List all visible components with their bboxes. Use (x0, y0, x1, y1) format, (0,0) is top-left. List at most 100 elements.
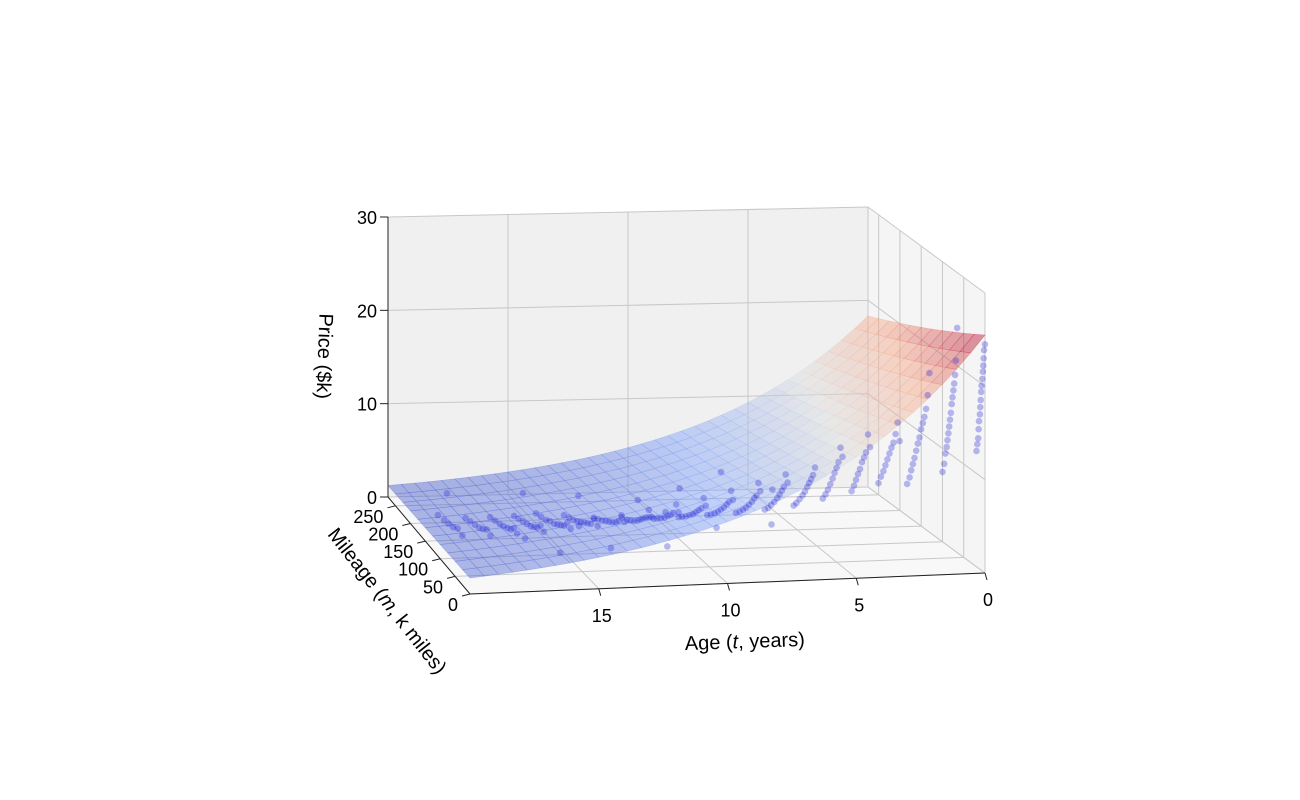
data-point (672, 501, 680, 508)
fitted-surface (387, 315, 986, 579)
surface-patch (487, 527, 511, 539)
data-point (560, 511, 568, 519)
surface-patch (465, 521, 489, 532)
surface-patch (452, 522, 475, 534)
data-point (675, 513, 682, 521)
surface-patch (854, 315, 880, 332)
data-point (475, 524, 483, 531)
surface-patch (603, 496, 628, 508)
data-point (725, 498, 733, 506)
data-point (661, 514, 668, 521)
data-point (590, 515, 598, 523)
x-axis-title-part: t (732, 631, 740, 653)
surface-patch (645, 457, 670, 469)
surface-patch (847, 394, 874, 411)
data-point (580, 519, 588, 526)
z-axis-title: Price ($k) (312, 313, 337, 399)
surface-patch (483, 491, 507, 502)
surface-patch (424, 525, 448, 537)
y-tick-mark (387, 505, 396, 509)
surface-patch (667, 488, 692, 501)
surface-patch (600, 450, 625, 462)
surface-patch (834, 358, 860, 374)
data-point (864, 431, 872, 438)
surface-patch (589, 546, 614, 558)
x-tick-label: 10 (720, 601, 740, 621)
surface-patch (456, 494, 480, 506)
surface-patch (874, 420, 900, 437)
data-point (979, 375, 986, 383)
surface-patch (556, 515, 581, 527)
data-point (449, 523, 457, 531)
surface-patch (837, 391, 864, 407)
surface-patch (589, 499, 614, 512)
surface-patch (782, 428, 808, 442)
data-point (780, 483, 788, 491)
surface-patch (694, 508, 720, 521)
surface-patch (755, 473, 781, 487)
surface-patch (499, 507, 523, 518)
surface-patch (834, 405, 860, 421)
surface-patch (720, 408, 746, 422)
surface-patch (886, 374, 912, 391)
surface-patch (686, 472, 711, 485)
data-point (575, 492, 582, 500)
surface-patch (914, 346, 940, 364)
data-point (875, 479, 882, 487)
surface-patch (732, 504, 757, 517)
surface-patch (872, 336, 898, 354)
surface-patch (671, 506, 696, 519)
surface-patch (394, 492, 418, 503)
surface-patch (469, 493, 493, 504)
data-point (695, 506, 702, 514)
surface-patch (878, 405, 904, 422)
surface-patch (875, 371, 902, 388)
surface-patch (812, 442, 838, 458)
data-point (976, 411, 984, 418)
surface-patch (507, 515, 531, 527)
data-point (805, 479, 813, 487)
surface-patch (559, 487, 583, 499)
surface-patch (716, 420, 742, 434)
data-point (952, 357, 960, 364)
data-point (793, 499, 800, 507)
surface-patch (740, 419, 765, 433)
surface-patch (550, 480, 575, 492)
surface-patch (690, 490, 716, 503)
data-point (839, 453, 846, 461)
data-point (487, 532, 494, 539)
surface-patch (769, 466, 795, 481)
data-point (550, 520, 558, 528)
surface-patch (595, 535, 620, 548)
surface-patch (796, 419, 822, 434)
data-point (824, 486, 832, 494)
surface-patch (760, 491, 786, 505)
data-point (950, 387, 957, 394)
data-point (809, 471, 817, 479)
surface-patch (900, 360, 926, 378)
data-point (609, 519, 616, 526)
data-point (751, 494, 758, 502)
surface-patch (658, 481, 683, 494)
surface-patch (882, 390, 908, 407)
surface-patch (959, 333, 986, 354)
surface-patch (459, 530, 483, 542)
data-point (515, 515, 522, 523)
surface-patch (868, 402, 894, 418)
surface-patch (559, 533, 583, 546)
data-point (736, 508, 743, 515)
surface-patch (654, 435, 678, 447)
surface-patch (718, 479, 744, 493)
surface-patch (753, 412, 779, 426)
surface-patch (938, 331, 965, 351)
surface-patch (927, 330, 954, 349)
surface-patch (831, 452, 857, 467)
data-point (657, 514, 665, 522)
surface-patch (817, 383, 843, 398)
surface-patch (845, 442, 872, 458)
data-point (667, 511, 674, 519)
surface-patch (931, 367, 957, 386)
surface-patch (694, 420, 719, 433)
surface-patch (421, 489, 445, 501)
x-axis-title: Age (t, years) (684, 629, 805, 655)
